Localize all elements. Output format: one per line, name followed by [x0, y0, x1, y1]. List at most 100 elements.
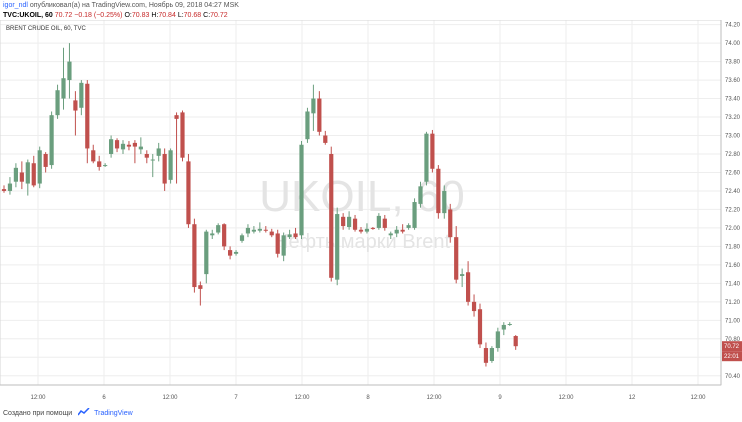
- candle-down[interactable]: [341, 213, 346, 230]
- candle-down[interactable]: [228, 246, 233, 260]
- candle-down[interactable]: [370, 226, 375, 230]
- candle-down[interactable]: [174, 112, 179, 184]
- candle-down[interactable]: [43, 152, 48, 173]
- candle-up[interactable]: [364, 223, 370, 234]
- candle-up[interactable]: [418, 181, 423, 208]
- candle-up[interactable]: [67, 43, 72, 99]
- candle-down[interactable]: [114, 138, 120, 153]
- candle-up[interactable]: [489, 346, 494, 363]
- candle-up[interactable]: [335, 207, 340, 286]
- candle-down[interactable]: [477, 303, 483, 349]
- candle-up[interactable]: [216, 223, 221, 235]
- candle-down[interactable]: [513, 335, 518, 350]
- y-tick-label: 71.20: [725, 300, 741, 306]
- candle-down[interactable]: [186, 153, 191, 228]
- candle-down[interactable]: [180, 110, 185, 162]
- candle-up[interactable]: [79, 80, 84, 116]
- candle-down[interactable]: [471, 294, 477, 317]
- candle-down[interactable]: [73, 91, 78, 136]
- candle-down[interactable]: [323, 130, 328, 145]
- candle-down[interactable]: [382, 214, 387, 231]
- candle-up[interactable]: [424, 131, 429, 186]
- candle-down[interactable]: [454, 226, 459, 284]
- candle-up[interactable]: [281, 232, 286, 262]
- candle-body: [103, 165, 108, 167]
- candle-up[interactable]: [406, 223, 411, 230]
- candle-up[interactable]: [204, 229, 209, 284]
- candle-up[interactable]: [287, 229, 292, 239]
- candle-up[interactable]: [257, 222, 262, 233]
- candle-down[interactable]: [97, 155, 102, 171]
- candle-down[interactable]: [126, 141, 132, 151]
- candle-down[interactable]: [144, 150, 149, 164]
- candle-body: [138, 146, 143, 150]
- price-chart[interactable]: UKOIL, 60 Нефть марки Brent BRENT CRUDE …: [0, 20, 742, 405]
- candle-up[interactable]: [376, 213, 381, 230]
- symbol-label: TVC:UKOIL, 60: [3, 12, 53, 19]
- candle-down[interactable]: [132, 140, 137, 164]
- candle-down[interactable]: [275, 229, 280, 258]
- candle-up[interactable]: [61, 47, 66, 110]
- candle-down[interactable]: [222, 223, 227, 251]
- candle-down[interactable]: [483, 342, 489, 367]
- candle-down[interactable]: [317, 91, 322, 136]
- candle-up[interactable]: [251, 226, 256, 234]
- x-tick-label: 8: [366, 395, 370, 401]
- candle-body: [67, 61, 72, 81]
- candle-body: [352, 218, 358, 230]
- candle-down[interactable]: [91, 144, 96, 164]
- candle-up[interactable]: [120, 140, 126, 154]
- candle-up[interactable]: [442, 185, 447, 219]
- candle-down[interactable]: [448, 203, 453, 243]
- candle-down[interactable]: [31, 155, 36, 188]
- candle-down[interactable]: [162, 148, 167, 191]
- candle-up[interactable]: [388, 231, 393, 239]
- candle-up[interactable]: [501, 322, 506, 336]
- price-axis[interactable]: 70.4070.6070.8071.0071.2071.4071.6071.80…: [725, 23, 741, 380]
- candle-down[interactable]: [263, 226, 268, 233]
- candle-up[interactable]: [7, 177, 13, 195]
- candle-up[interactable]: [460, 268, 465, 288]
- candle-up[interactable]: [245, 224, 251, 238]
- candle-up[interactable]: [210, 229, 215, 239]
- candle-up[interactable]: [305, 107, 310, 143]
- candle-up[interactable]: [299, 141, 304, 239]
- candle-up[interactable]: [150, 153, 155, 178]
- time-axis[interactable]: 12:00 6 12:00 7 12:00 8 12:00 9 12:00 12 12:00: [30, 395, 706, 401]
- candle-up[interactable]: [311, 84, 316, 131]
- candle-up[interactable]: [495, 327, 500, 352]
- candle-down[interactable]: [329, 146, 334, 282]
- candle-up[interactable]: [156, 142, 161, 162]
- candle-up[interactable]: [412, 198, 417, 230]
- candle-down[interactable]: [436, 165, 441, 219]
- candle-up[interactable]: [507, 322, 512, 326]
- candle-up[interactable]: [25, 159, 30, 196]
- candle-up[interactable]: [49, 111, 54, 169]
- candle-up[interactable]: [109, 135, 114, 158]
- candle-down[interactable]: [85, 80, 90, 164]
- candle-up[interactable]: [37, 146, 42, 189]
- candle-down[interactable]: [1, 185, 7, 193]
- candle-down[interactable]: [358, 226, 364, 234]
- candle-down[interactable]: [198, 281, 203, 306]
- candle-down[interactable]: [400, 224, 405, 234]
- candle-down[interactable]: [352, 214, 358, 232]
- candle-up[interactable]: [233, 250, 239, 256]
- tradingview-link[interactable]: TradingView: [94, 409, 133, 417]
- candle-down[interactable]: [293, 227, 298, 239]
- candle-up[interactable]: [168, 148, 173, 184]
- candle-up[interactable]: [13, 163, 18, 188]
- countdown-badge: [722, 351, 742, 362]
- candle-down[interactable]: [192, 218, 197, 293]
- candle-up[interactable]: [347, 211, 352, 230]
- candle-up[interactable]: [138, 137, 143, 154]
- candle-up[interactable]: [239, 233, 245, 243]
- candle-up[interactable]: [103, 163, 108, 167]
- candle-down[interactable]: [466, 261, 471, 306]
- candle-up[interactable]: [55, 84, 60, 119]
- author-link[interactable]: igor_ndl: [3, 2, 28, 9]
- candle-up[interactable]: [394, 226, 399, 238]
- candle-down[interactable]: [269, 228, 274, 238]
- candle-down[interactable]: [19, 161, 24, 190]
- candle-down[interactable]: [430, 129, 435, 173]
